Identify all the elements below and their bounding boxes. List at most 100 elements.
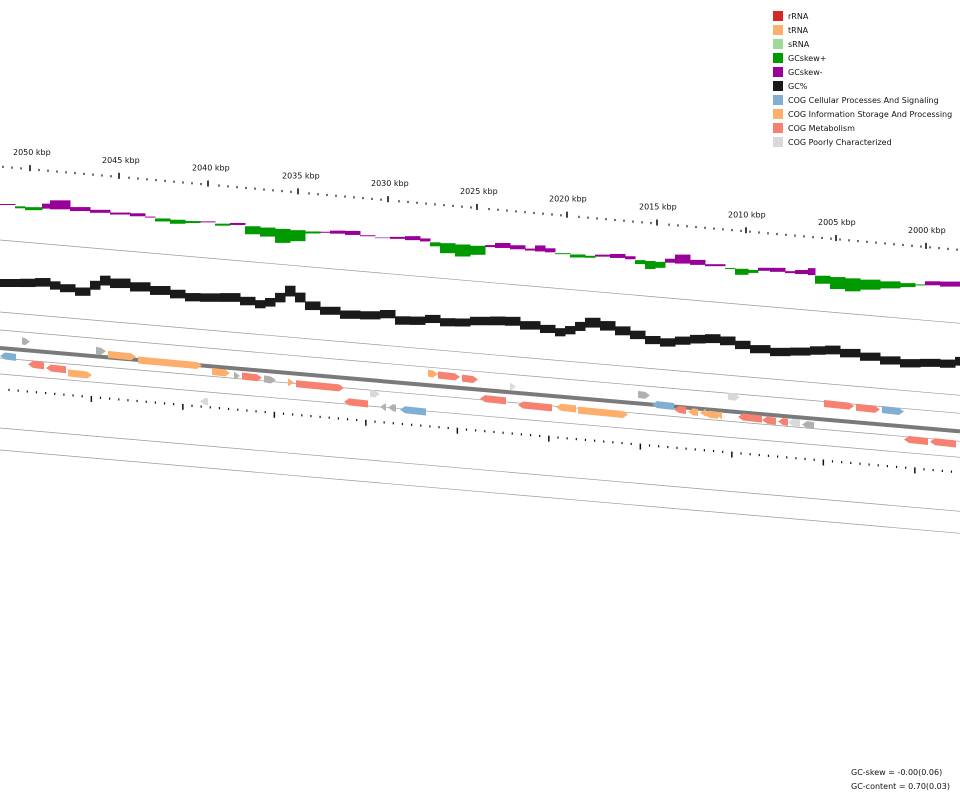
gc-content-bar: [565, 326, 576, 335]
gene-arrow: [856, 403, 880, 413]
gc-content-bar: [690, 334, 706, 344]
legend-swatch: [773, 95, 783, 105]
gc-skew-plus-bar: [470, 245, 486, 255]
gc-content-bar: [0, 279, 21, 287]
gene-arrow: [22, 337, 30, 346]
gc-content-bar: [440, 318, 456, 327]
tick-label: 2045 kbp: [102, 156, 140, 165]
gc-content-bar: [720, 336, 736, 346]
gene-arrow: [824, 400, 854, 410]
legend-item-rrna: rRNA: [773, 9, 952, 23]
gc-content-bar: [150, 286, 171, 295]
gc-content-bar: [295, 292, 306, 303]
gc-skew-minus-bar: [785, 271, 796, 274]
legend: rRNA tRNA sRNA GCskew+ GCskew- GC% COG C…: [773, 9, 952, 149]
gc-content-bar: [600, 321, 616, 331]
gc-content-bar: [735, 340, 751, 350]
gc-content-bar: [425, 314, 441, 324]
gene-arrow: [556, 403, 576, 413]
gc-content-bar: [860, 352, 881, 361]
legend-label: rRNA: [788, 11, 809, 21]
gc-skew-plus-bar: [15, 206, 26, 209]
gc-content-bar: [50, 281, 61, 290]
tick-label: 2010 kbp: [728, 210, 766, 219]
gc-skew-plus-bar: [815, 275, 831, 284]
legend-item-gc-percent: GC%: [773, 79, 952, 93]
legend-item-trna: tRNA: [773, 23, 952, 37]
gene-arrow: [264, 375, 276, 384]
gc-skew-plus-bar: [570, 254, 586, 258]
gc-skew-plus-bar: [430, 242, 441, 247]
gc-skew-plus-bar: [275, 228, 291, 243]
gc-content-bar: [920, 358, 941, 367]
gc-content-bar: [185, 293, 201, 302]
gc-content-bar: [60, 284, 76, 293]
gc-content-bar: [880, 356, 901, 365]
gc-content-bar: [645, 335, 661, 345]
gc-skew-minus-bar: [925, 281, 941, 286]
gc-skew-minus-bar: [360, 235, 376, 237]
legend-item-cog-information: COG Information Storage And Processing: [773, 107, 952, 121]
gc-skew-plus-bar: [455, 244, 471, 257]
gc-skew-minus-bar: [390, 236, 406, 239]
gc-content-bar: [35, 278, 51, 287]
guide-line: [0, 239, 960, 324]
gc-skew-minus-bar: [510, 245, 526, 250]
gc-skew-plus-bar: [305, 231, 321, 234]
gc-content-bar: [130, 282, 151, 292]
gc-skew-plus-bar: [845, 278, 861, 292]
tick-label: 2005 kbp: [818, 218, 856, 227]
tick-label: 2025 kbp: [460, 187, 498, 196]
gc-skew-minus-bar: [110, 212, 131, 215]
gc-content-bar: [340, 310, 361, 319]
gc-content-bar: [305, 301, 321, 311]
legend-swatch: [773, 67, 783, 77]
gene-arrow: [96, 346, 106, 355]
legend-item-gcskew-minus: GCskew-: [773, 65, 952, 79]
gc-skew-plus-bar: [900, 283, 916, 288]
legend-swatch: [773, 109, 783, 119]
gc-skew-plus-bar: [645, 260, 656, 269]
guide-line: [0, 357, 960, 442]
guide-line: [0, 449, 960, 534]
gene-arrow: [578, 406, 628, 419]
gc-skew-minus-bar: [610, 253, 626, 258]
gc-skew-plus-bar: [655, 261, 666, 268]
gc-skew-plus-bar: [555, 253, 571, 255]
gc-skew-plus-bar: [245, 226, 261, 235]
tick-label: 2040 kbp: [192, 164, 230, 173]
gene-arrow: [46, 364, 66, 374]
legend-label: GC%: [788, 81, 808, 91]
gc-content-bar: [505, 316, 521, 326]
gc-skew-plus-bar: [215, 223, 231, 226]
gene-arrow: [762, 416, 776, 425]
gc-content-bar: [320, 306, 341, 315]
gc-content-bar: [540, 324, 556, 334]
gc-content-bar: [770, 347, 791, 357]
gene-arrow: [462, 374, 478, 383]
gc-skew-minus-bar: [940, 281, 960, 287]
gc-content-bar: [840, 348, 861, 358]
gc-content-bar: [240, 296, 256, 306]
gene-arrow: [428, 369, 438, 378]
gc-skew-track: [0, 200, 960, 292]
gc-skew-plus-bar: [915, 284, 926, 286]
tick-label: 2000 kbp: [908, 226, 946, 235]
gc-skew-minus-bar: [485, 245, 496, 248]
gc-skew-minus-bar: [665, 258, 676, 263]
legend-label: COG Cellular Processes And Signaling: [788, 95, 939, 105]
gene-arrow: [638, 390, 650, 399]
gc-content-bar: [410, 316, 426, 325]
legend-label: COG Metabolism: [788, 123, 855, 133]
gc-content-bar: [630, 330, 646, 340]
gene-arrow: [904, 435, 928, 446]
legend-label: tRNA: [788, 25, 809, 35]
gene-arrow: [380, 403, 386, 412]
gc-content-bar: [285, 285, 296, 297]
position-ruler: 2050 kbp 2045 kbp 2040 kbp 2035 kbp 2030 kbp…: [2, 148, 958, 474]
gene-arrow: [518, 401, 552, 412]
gc-content-bar: [705, 334, 721, 344]
gc-skew-plus-bar: [635, 260, 646, 265]
tick-label: 2050 kbp: [13, 148, 51, 157]
guide-line: [0, 373, 960, 458]
